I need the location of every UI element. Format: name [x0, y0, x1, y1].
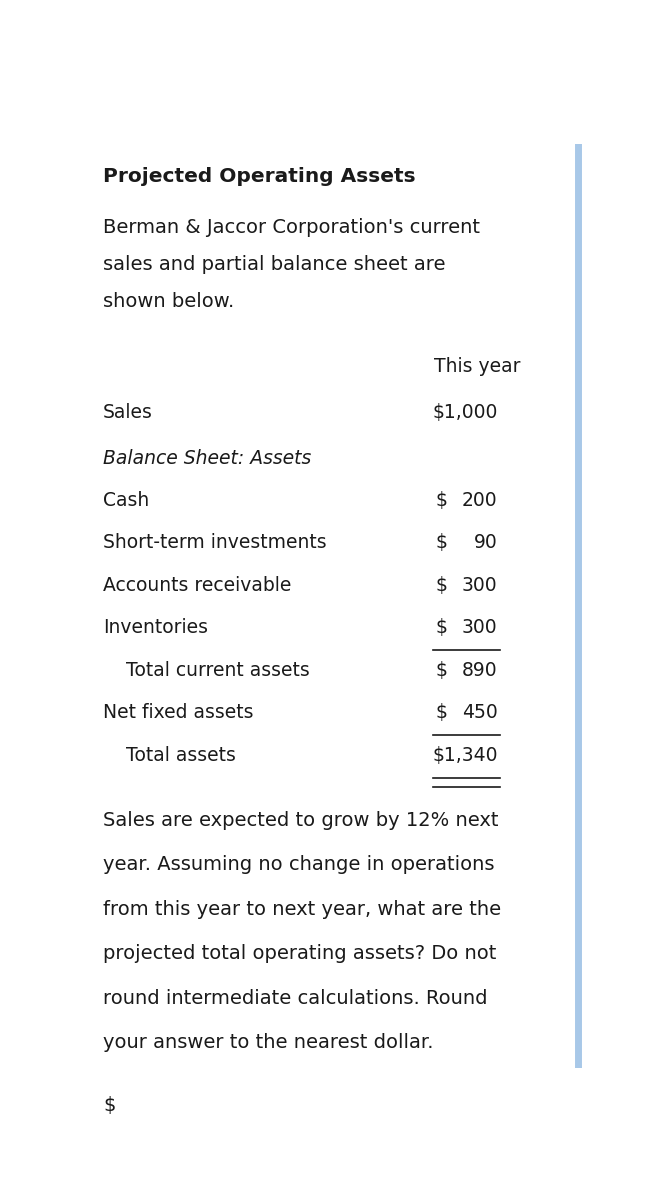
Text: Net fixed assets: Net fixed assets: [103, 703, 254, 722]
Text: $: $: [436, 533, 448, 552]
Text: Inventories: Inventories: [103, 618, 208, 637]
Text: 90: 90: [474, 533, 498, 552]
Text: 890: 890: [462, 660, 498, 679]
Text: $: $: [436, 576, 448, 594]
Text: $: $: [103, 1096, 116, 1115]
Text: $: $: [436, 660, 448, 679]
Text: 200: 200: [462, 491, 498, 510]
Text: round intermediate calculations. Round: round intermediate calculations. Round: [103, 989, 488, 1008]
Text: 450: 450: [462, 703, 498, 722]
Text: Sales: Sales: [103, 403, 153, 421]
Text: Short-term investments: Short-term investments: [103, 533, 327, 552]
Text: year. Assuming no change in operations: year. Assuming no change in operations: [103, 856, 495, 875]
FancyBboxPatch shape: [122, 1090, 265, 1138]
Text: Sales are expected to grow by 12% next: Sales are expected to grow by 12% next: [103, 811, 499, 830]
Text: This year: This year: [434, 356, 520, 376]
Text: $1,000: $1,000: [432, 403, 498, 421]
Text: sales and partial balance sheet are: sales and partial balance sheet are: [103, 254, 446, 274]
Text: Berman & Jaccor Corporation's current: Berman & Jaccor Corporation's current: [103, 218, 480, 236]
Text: $: $: [436, 703, 448, 722]
Text: $: $: [436, 618, 448, 637]
Text: Cash: Cash: [103, 491, 150, 510]
Text: your answer to the nearest dollar.: your answer to the nearest dollar.: [103, 1033, 434, 1052]
Text: shown below.: shown below.: [103, 292, 234, 311]
Text: from this year to next year, what are the: from this year to next year, what are th…: [103, 900, 501, 919]
Text: Total assets: Total assets: [126, 745, 236, 764]
Text: 300: 300: [462, 576, 498, 594]
Text: 300: 300: [462, 618, 498, 637]
Text: projected total operating assets? Do not: projected total operating assets? Do not: [103, 944, 496, 964]
Text: Accounts receivable: Accounts receivable: [103, 576, 291, 594]
Text: Balance Sheet: Assets: Balance Sheet: Assets: [103, 449, 311, 468]
Text: $: $: [436, 491, 448, 510]
Text: $1,340: $1,340: [432, 745, 498, 764]
Text: Projected Operating Assets: Projected Operating Assets: [103, 167, 415, 186]
Text: Total current assets: Total current assets: [126, 660, 310, 679]
